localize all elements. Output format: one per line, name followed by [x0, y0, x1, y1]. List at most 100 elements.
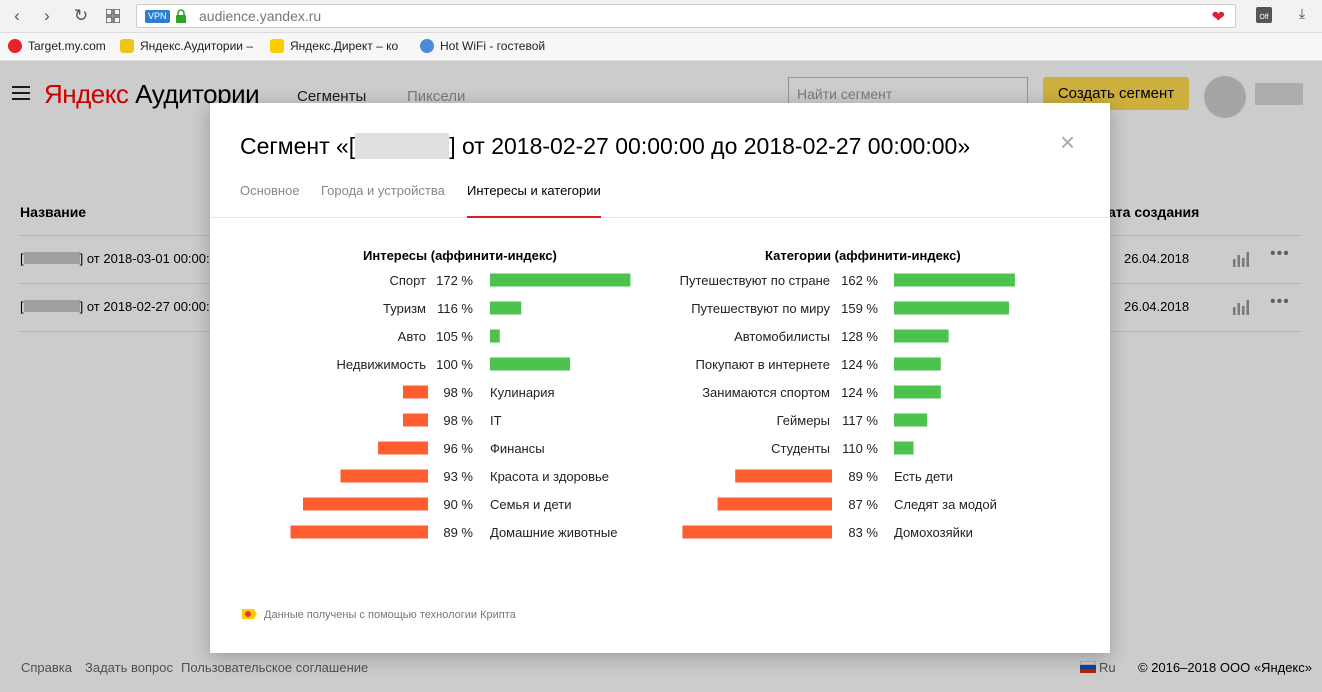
bookmarks-bar: Target.my.com Яндекс.Аудитории – Яндекс.…	[0, 33, 1322, 61]
bar-value-label: 98 %	[443, 413, 473, 428]
bar-value-label: 159 %	[841, 301, 878, 316]
avatar[interactable]	[1204, 76, 1246, 118]
bar-negative	[340, 469, 428, 483]
download-icon[interactable]: ⤓	[1298, 5, 1306, 21]
bar-positive	[490, 273, 631, 287]
bar-category-label: IT	[490, 413, 502, 428]
redacted-block	[23, 300, 80, 312]
bar-value-label: 89 %	[848, 469, 878, 484]
heart-icon[interactable]: ❤	[1211, 9, 1225, 26]
bar-value-label: 105 %	[436, 329, 473, 344]
tab-general[interactable]: Основное	[240, 183, 300, 198]
more-icon[interactable]: •••	[1270, 245, 1290, 262]
bar-value-label: 117 %	[842, 413, 878, 428]
table-row[interactable]: [] от 2018-02-27 00:00:0 26.04.2018 •••	[20, 283, 1300, 331]
footer-link-help[interactable]: Справка	[21, 660, 72, 675]
bar-category-label: Следят за модой	[894, 497, 997, 512]
menu-icon[interactable]	[12, 86, 30, 100]
bar-value-label: 89 %	[443, 525, 473, 540]
crypta-credit: Данные получены с помощью технологии Кри…	[240, 605, 516, 623]
svg-text:Off: Off	[1259, 14, 1268, 21]
bar-category-label: Кулинария	[490, 385, 555, 400]
russia-flag-icon	[1080, 661, 1096, 673]
affinity-charts: Спорт 172 % Туризм 116 % Авто 105 % Недвижимос…	[290, 273, 1015, 540]
bar-category-label: Семья и дети	[490, 497, 571, 512]
bar-value-label: 100 %	[436, 357, 473, 372]
crypta-logo-icon	[242, 609, 257, 619]
bar-category-label: Красота и здоровье	[490, 469, 609, 484]
bar-positive	[490, 301, 522, 315]
bar-value-label: 124 %	[841, 385, 878, 400]
lock-icon	[176, 9, 186, 23]
forward-icon[interactable]: ›	[44, 6, 50, 25]
address-bar[interactable]: VPN audience.yandex.ru ❤	[136, 4, 1236, 28]
bar-category-label: Спорт	[389, 273, 426, 288]
bookmark-direct[interactable]: Яндекс.Директ – ко	[270, 39, 408, 53]
bar-category-label: Путешествуют по миру	[691, 301, 830, 316]
bar-value-label: 90 %	[443, 497, 473, 512]
modal-tabs: Основное Города и устройства Интересы и …	[210, 183, 1110, 218]
bar-negative	[303, 497, 428, 511]
bar-positive	[894, 273, 1015, 287]
stats-icon[interactable]	[1232, 249, 1250, 267]
column-header-name[interactable]: Название	[20, 204, 87, 220]
grid-icon[interactable]	[102, 5, 124, 27]
bar-negative	[290, 525, 428, 539]
bar-value-label: 172 %	[436, 273, 473, 288]
bar-positive	[894, 357, 941, 371]
direct-icon	[270, 39, 284, 53]
redacted-block	[355, 133, 450, 159]
tab-interests-categories[interactable]: Интересы и категории	[467, 183, 601, 218]
vpn-badge[interactable]: VPN	[145, 10, 170, 23]
more-icon[interactable]: •••	[1270, 293, 1290, 310]
copyright: © 2016–2018 ООО «Яндекс»	[1138, 660, 1312, 675]
wifi-icon	[420, 39, 434, 53]
bar-negative	[717, 497, 832, 511]
browser-toolbar: ‹ › ↻ VPN audience.yandex.ru ❤ Off ⤓	[0, 0, 1322, 33]
interests-chart-title: Интересы (аффинити-индекс)	[363, 248, 557, 263]
segment-name[interactable]: [] от 2018-02-27 00:00:0	[20, 299, 217, 314]
bar-negative	[682, 525, 832, 539]
footer-link-agreement[interactable]: Пользовательское соглашение	[181, 660, 369, 675]
bar-category-label: Путешествуют по стране	[680, 273, 830, 288]
bookmark-target[interactable]: Target.my.com	[8, 39, 106, 53]
bar-value-label: 116 %	[437, 301, 473, 316]
segment-name[interactable]: [] от 2018-03-01 00:00:0	[20, 251, 217, 266]
bar-value-label: 96 %	[443, 441, 473, 456]
bookmark-audience[interactable]: Яндекс.Аудитории –	[120, 39, 260, 53]
footer-link-ask[interactable]: Задать вопрос	[85, 660, 173, 675]
bar-value-label: 110 %	[842, 441, 878, 456]
bar-category-label: Студенты	[771, 441, 830, 456]
bar-positive	[894, 301, 1010, 315]
tab-cities-devices[interactable]: Города и устройства	[321, 183, 445, 198]
bar-category-label: Авто	[398, 329, 426, 344]
bookmark-hotwifi[interactable]: Hot WiFi - гостевой	[420, 39, 558, 53]
modal-title: Сегмент «[] от 2018-02-27 00:00:00 до 20…	[240, 133, 971, 159]
bar-positive	[490, 357, 570, 371]
url-text[interactable]: audience.yandex.ru	[199, 8, 322, 24]
nav-pixels[interactable]: Пиксели	[407, 88, 466, 105]
bar-negative	[378, 441, 428, 455]
bar-positive	[490, 329, 500, 343]
categories-chart-title: Категории (аффинити-индекс)	[765, 248, 961, 263]
stats-icon[interactable]	[1232, 297, 1250, 315]
column-header-date[interactable]: ата создания	[1108, 204, 1200, 220]
bar-category-label: Автомобилисты	[734, 329, 830, 344]
back-icon[interactable]: ‹	[14, 6, 20, 25]
bar-category-label: Недвижимость	[337, 357, 427, 372]
bar-positive	[894, 413, 928, 427]
user-name-redacted[interactable]	[1255, 83, 1303, 105]
bar-value-label: 162 %	[841, 273, 878, 288]
nav-segments[interactable]: Сегменты	[297, 88, 367, 105]
bar-category-label: Занимаются спортом	[702, 385, 830, 400]
bar-category-label: Покупают в интернете	[696, 357, 830, 372]
bar-value-label: 83 %	[848, 525, 878, 540]
bar-value-label: 93 %	[443, 469, 473, 484]
close-icon[interactable]: ×	[1060, 127, 1076, 157]
off-extension-icon[interactable]: Off	[1252, 5, 1276, 28]
language-switch[interactable]: Ru	[1099, 660, 1116, 675]
reload-icon[interactable]: ↻	[73, 6, 89, 25]
bar-category-label: Домашние животные	[490, 525, 617, 540]
page-footer: Справка Задать вопрос Пользовательское с…	[0, 656, 1322, 692]
bar-category-label: Домохозяйки	[894, 525, 973, 540]
